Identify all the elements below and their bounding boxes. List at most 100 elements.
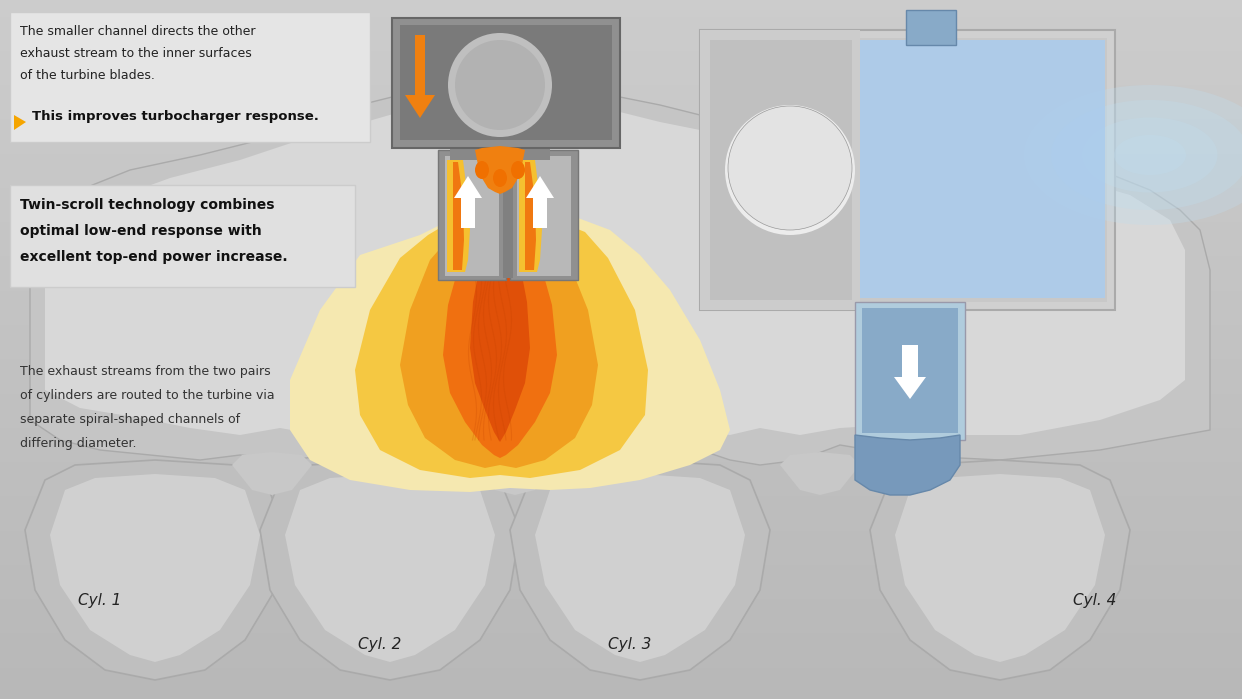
Bar	[0, 656, 1242, 657]
Bar	[0, 49, 1242, 50]
Bar	[0, 528, 1242, 529]
Bar	[0, 81, 1242, 82]
Polygon shape	[447, 160, 469, 272]
Bar	[0, 639, 1242, 640]
Bar	[0, 460, 1242, 461]
Bar	[0, 581, 1242, 582]
Bar	[0, 169, 1242, 170]
Bar	[0, 659, 1242, 660]
Bar	[0, 568, 1242, 569]
Bar	[0, 22, 1242, 23]
Bar	[0, 660, 1242, 661]
Bar	[0, 18, 1242, 19]
Bar	[0, 232, 1242, 233]
Bar	[0, 343, 1242, 344]
Bar	[0, 27, 1242, 28]
Bar	[0, 157, 1242, 158]
Bar	[0, 513, 1242, 514]
Bar	[0, 640, 1242, 641]
Bar	[0, 676, 1242, 677]
Bar	[0, 193, 1242, 194]
Bar	[0, 549, 1242, 550]
Bar	[0, 632, 1242, 633]
Bar	[0, 68, 1242, 69]
Bar	[0, 417, 1242, 418]
Bar	[0, 347, 1242, 348]
Bar	[0, 432, 1242, 433]
Bar	[0, 108, 1242, 109]
Bar	[0, 624, 1242, 625]
Bar	[0, 56, 1242, 57]
Bar	[0, 686, 1242, 687]
Bar	[0, 261, 1242, 262]
Bar	[0, 669, 1242, 670]
Bar	[0, 173, 1242, 174]
Bar	[0, 4, 1242, 5]
Text: Cyl. 3: Cyl. 3	[609, 637, 652, 652]
Bar	[0, 430, 1242, 431]
Bar	[0, 636, 1242, 637]
Bar	[0, 649, 1242, 650]
Bar	[0, 567, 1242, 568]
Bar	[0, 153, 1242, 154]
Bar	[0, 447, 1242, 448]
Bar	[0, 518, 1242, 519]
Bar	[0, 36, 1242, 37]
Bar	[0, 580, 1242, 581]
Bar	[0, 663, 1242, 664]
Bar	[0, 46, 1242, 47]
Bar	[0, 273, 1242, 274]
Bar	[0, 556, 1242, 557]
Bar	[0, 148, 1242, 149]
Bar	[0, 222, 1242, 223]
Bar	[0, 198, 1242, 199]
Bar	[0, 254, 1242, 255]
Bar	[0, 538, 1242, 539]
Bar	[0, 219, 1242, 220]
Bar	[0, 102, 1242, 103]
Bar	[0, 184, 1242, 185]
Bar	[0, 481, 1242, 482]
Bar	[0, 422, 1242, 423]
Bar	[0, 571, 1242, 572]
Bar	[0, 150, 1242, 151]
Bar	[0, 163, 1242, 164]
Polygon shape	[355, 218, 648, 478]
Bar	[0, 609, 1242, 610]
Bar	[0, 418, 1242, 419]
Bar	[0, 259, 1242, 260]
Polygon shape	[25, 460, 284, 680]
Bar	[0, 379, 1242, 380]
Bar	[0, 352, 1242, 353]
Bar	[0, 241, 1242, 242]
Bar	[0, 594, 1242, 595]
Bar	[0, 635, 1242, 636]
Bar	[0, 31, 1242, 32]
Bar	[0, 294, 1242, 295]
Bar	[0, 73, 1242, 74]
Bar	[0, 292, 1242, 293]
Bar	[0, 436, 1242, 437]
Bar	[0, 123, 1242, 124]
Bar	[0, 628, 1242, 629]
Bar	[0, 275, 1242, 276]
Text: optimal low-end response with: optimal low-end response with	[20, 224, 262, 238]
Bar	[0, 450, 1242, 451]
Bar	[0, 234, 1242, 235]
Bar	[0, 154, 1242, 155]
Bar	[0, 388, 1242, 389]
Bar	[461, 198, 474, 228]
Bar	[0, 269, 1242, 270]
Bar	[0, 90, 1242, 91]
Bar	[0, 349, 1242, 350]
Bar	[0, 367, 1242, 368]
Bar	[0, 86, 1242, 87]
Bar	[0, 444, 1242, 445]
Bar	[0, 469, 1242, 470]
Bar	[0, 78, 1242, 79]
Bar	[0, 366, 1242, 367]
Bar	[0, 614, 1242, 615]
Bar	[0, 9, 1242, 10]
Bar	[0, 133, 1242, 134]
Bar	[0, 449, 1242, 450]
